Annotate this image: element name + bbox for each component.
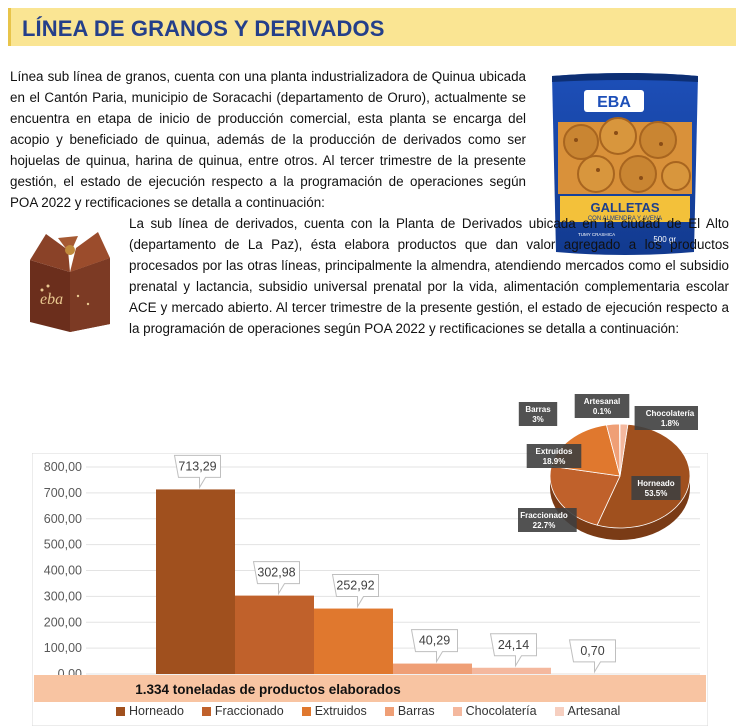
data-label-text: 252,92 <box>336 579 374 593</box>
pie-label-name: Extruidos <box>536 447 573 456</box>
pie-label-value: 18.9% <box>543 457 566 466</box>
legend-item: Barras <box>384 704 435 718</box>
brand-badge <box>584 90 644 112</box>
bar-horneado <box>156 489 235 674</box>
box-brand-text: eba <box>40 291 63 308</box>
legend-swatch <box>554 706 564 716</box>
total-banner <box>34 675 706 702</box>
cookies-illustration <box>558 117 692 194</box>
legend-swatch <box>452 706 462 716</box>
pie-label-box <box>518 508 577 532</box>
data-label: 252,92 <box>331 574 379 609</box>
pie-label-value: 1.8% <box>661 419 679 428</box>
data-label-callout <box>489 633 537 668</box>
data-label: 713,29 <box>173 454 221 490</box>
pie-label-value: 22.7% <box>533 521 556 530</box>
data-label: 24,14 <box>489 633 537 668</box>
legend-swatch <box>301 706 311 716</box>
pie-label-name: Chocolatería <box>646 409 695 418</box>
pie-slice-chocolatería <box>619 423 629 477</box>
legend-item: Artesanal <box>554 704 621 718</box>
data-label-callout <box>410 629 458 664</box>
paragraph-granos: Línea sub línea de granos, cuenta con un… <box>10 69 526 210</box>
legend-swatch <box>116 706 125 716</box>
pie-label-name: Fraccionado <box>520 511 568 520</box>
y-tick-label: 800,00 <box>44 460 82 474</box>
data-label-callout <box>568 639 616 674</box>
legend-swatch <box>384 706 394 716</box>
legend-label: Chocolatería <box>465 704 537 718</box>
legend-item: Extruidos <box>301 704 367 718</box>
y-tick-label: 400,00 <box>44 564 82 578</box>
pie-label-box <box>634 406 698 430</box>
y-tick-label: 100,00 <box>44 641 82 655</box>
y-tick-label: 200,00 <box>44 615 82 629</box>
pie-label-name: Barras <box>525 405 551 414</box>
bar-barras <box>393 663 472 674</box>
bar-extruidos <box>314 608 393 674</box>
bar-fraccionado <box>235 595 314 674</box>
legend-label: Artesanal <box>567 704 621 718</box>
pie-label-box <box>518 402 558 426</box>
data-label-text: 713,29 <box>178 459 216 473</box>
data-label-text: 302,98 <box>257 566 295 580</box>
legend-label: Fraccionado <box>214 704 284 718</box>
pie-label-name: Horneado <box>637 479 674 488</box>
pie-label-box <box>631 476 681 500</box>
product-weight: 500 gr <box>653 235 676 244</box>
chart-legend: Horneado Fraccionado Extruidos Barras Chocol… <box>116 704 620 718</box>
data-label: 40,29 <box>410 629 458 664</box>
brand-logo-text: EBA <box>597 94 631 111</box>
pie-label-value: 53.5% <box>645 489 668 498</box>
product-label-band <box>560 196 690 222</box>
page-title: LÍNEA DE GRANOS Y DERIVADOS <box>22 16 385 41</box>
data-label-callout <box>331 574 379 609</box>
pie-label-value: 0.1% <box>593 407 611 416</box>
chocolate-box-image: eba <box>30 232 110 332</box>
pie-label-box <box>574 394 630 418</box>
pie-label-box <box>526 444 582 468</box>
legend-label: Barras <box>397 704 435 718</box>
data-label-callout <box>173 454 221 490</box>
legend-item: Chocolatería <box>452 704 537 718</box>
pie-label-value: 3% <box>532 415 544 424</box>
bar-chocolatería <box>472 667 551 674</box>
legend-swatch <box>201 706 211 716</box>
data-label: 302,98 <box>252 561 300 596</box>
data-label-text: 40,29 <box>419 634 450 648</box>
title-banner: LÍNEA DE GRANOS Y DERIVADOS <box>8 8 736 46</box>
box-ribbon-knot <box>65 245 75 255</box>
data-label-text: 24,14 <box>498 638 529 652</box>
legend-label: Horneado <box>129 704 184 718</box>
legend-item: Horneado <box>116 704 184 718</box>
pie-slice-fraccionado <box>549 465 621 526</box>
pie-label-name: Artesanal <box>584 397 620 406</box>
y-tick-label: 600,00 <box>44 512 82 526</box>
product-subtitle: CON ALMENDRA Y AVENA <box>588 216 662 222</box>
bag-seal-top <box>552 73 698 82</box>
legend-label: Extruidos <box>314 704 367 718</box>
legend-item: Fraccionado <box>201 704 284 718</box>
y-tick-label: 700,00 <box>44 486 82 500</box>
paragraph-derivados: La sub línea de derivados, cuenta con la… <box>129 216 729 336</box>
product-name: GALLETAS <box>590 200 659 215</box>
data-label: 0,70 <box>568 639 616 674</box>
bag-small-text: TUMY CRASHICA <box>578 232 615 237</box>
total-banner-text: 1.334 toneladas de productos elaborados <box>135 682 401 697</box>
data-label-text: 0,70 <box>580 644 604 658</box>
y-tick-label: 500,00 <box>44 538 82 552</box>
y-tick-label: 300,00 <box>44 589 82 603</box>
galletas-bag-image: EBA GALLETAS CON ALMENDRA Y AVENA TUMY C… <box>552 73 698 255</box>
data-label-callout <box>252 561 300 596</box>
